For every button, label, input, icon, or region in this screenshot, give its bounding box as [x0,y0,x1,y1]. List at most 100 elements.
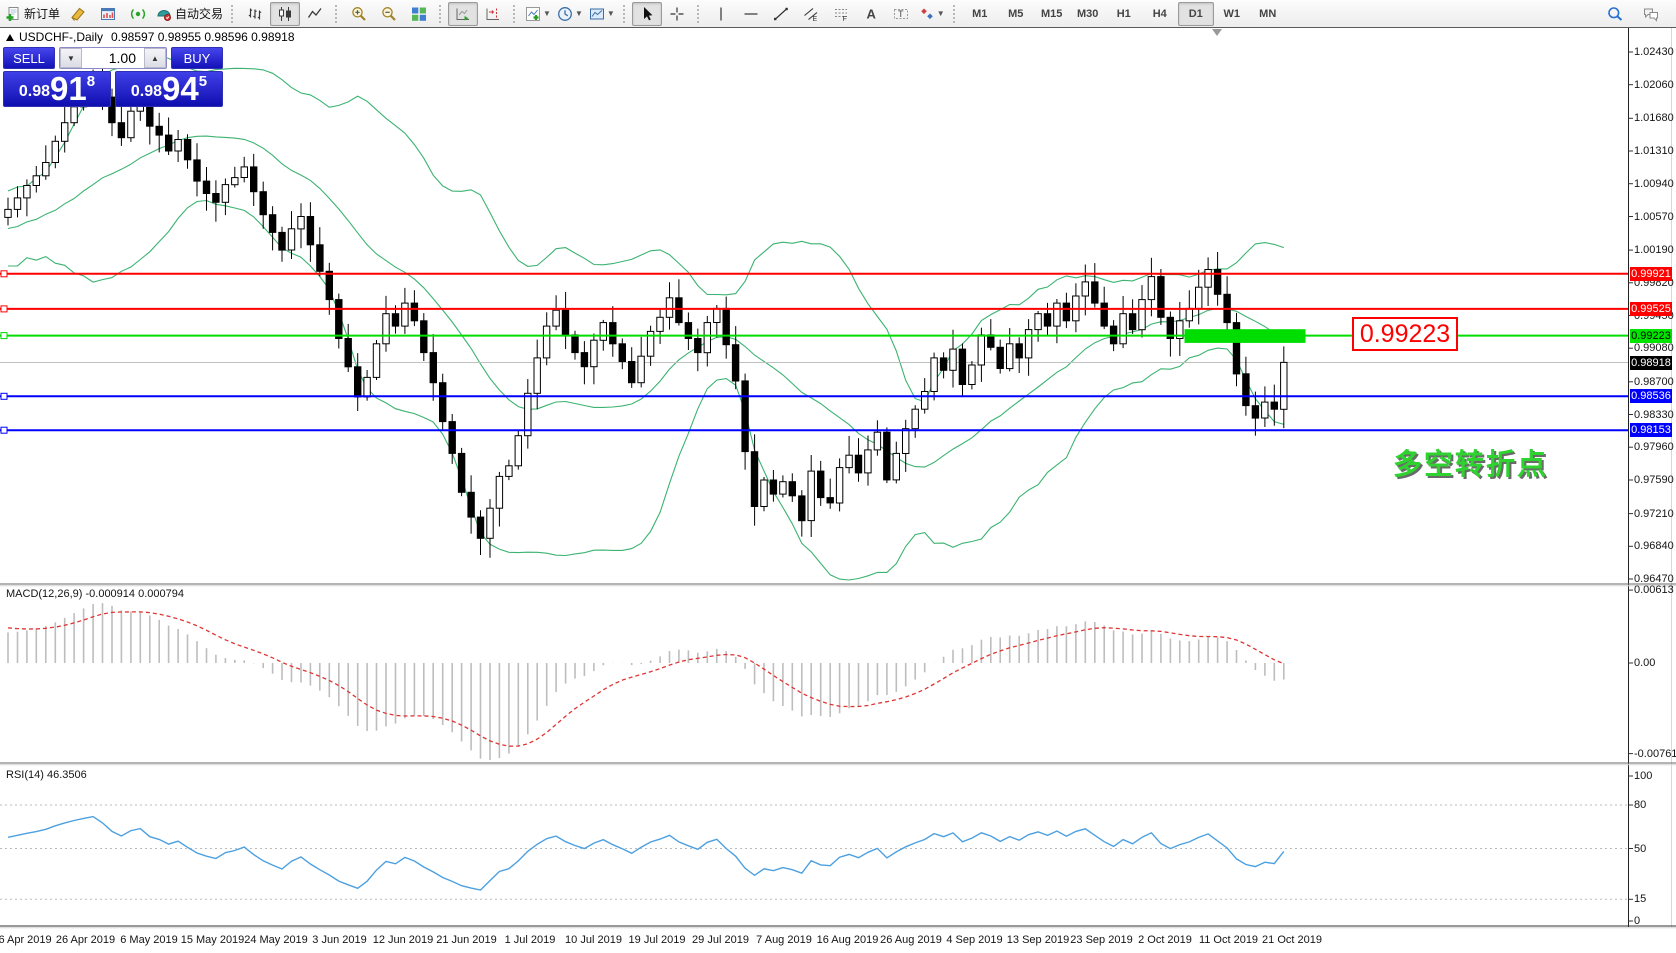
chart-window-button[interactable] [93,2,123,26]
tf-h1-button[interactable]: H1 [1116,7,1131,20]
arrows-icon [919,6,935,22]
tf-m1-button[interactable]: M1 [972,7,988,20]
zoom-out-icon [381,6,397,22]
text-label-button[interactable]: T [886,2,916,26]
periods-button[interactable]: ▼ [554,2,586,26]
volume-value[interactable]: 1.00 [108,50,136,66]
tf-mn-button[interactable]: MN [1259,7,1277,20]
fibonacci-button[interactable]: F [826,2,856,26]
templates-icon [589,6,605,22]
svg-text:A: A [866,6,876,21]
toolbar-group [226,0,330,27]
bars-chart-icon [247,6,263,22]
toolbar-grip [231,4,236,23]
line-anchor-handle[interactable] [0,426,8,434]
styles-button[interactable] [63,2,93,26]
line-chart-icon [307,6,323,22]
trendline-button[interactable] [766,2,796,26]
dropdown-arrow-icon[interactable]: ▼ [936,9,945,18]
indicators-button[interactable]: ▼ [522,2,554,26]
line-anchor-handle[interactable] [0,270,8,278]
new-order-icon [5,6,21,22]
toolbar-grip [439,4,444,23]
toolbar-group [618,0,692,27]
price-level-label[interactable]: 0.99223 [1352,317,1458,351]
tf-m30-button[interactable]: M30 [1077,7,1099,20]
dropdown-arrow-icon[interactable]: ▼ [543,9,551,18]
svg-text:F: F [842,16,846,22]
candlestick-chart-button[interactable] [270,1,301,26]
label-icon: T [893,6,909,22]
volume-increase-icon[interactable]: ▲ [144,48,166,68]
volume-decrease-icon[interactable]: ▼ [60,48,82,68]
tf-h4-button[interactable]: H4 [1152,7,1167,20]
text-annotation[interactable]: 多空转折点 [1393,449,1549,481]
signals-icon [130,6,146,22]
svg-text:T: T [898,9,904,19]
crosshair-button[interactable] [662,2,692,26]
buy-button[interactable]: BUY [171,47,223,69]
bar-chart-button[interactable] [240,2,270,26]
indicators-icon [525,6,541,22]
toolbar-grip [335,4,340,23]
buy-price-button[interactable]: 0.98 94 5 [115,71,223,107]
chart-window-icon [100,6,116,22]
text-icon: A [863,6,879,22]
autotrading-icon [156,6,172,22]
feedback-button[interactable] [1636,2,1666,26]
templates-button[interactable]: ▼ [586,2,618,26]
toolbar-group: E F A T ▼ [692,0,948,27]
tile-windows-button[interactable] [404,2,434,26]
tf-m5-button[interactable]: M5 [1008,7,1024,20]
cursor-button[interactable] [631,1,662,26]
autotrading-button[interactable]: 自动交易 [153,2,226,26]
toolbar-group [330,0,434,27]
line-anchor-handle[interactable] [0,305,8,313]
line-anchor-handle[interactable] [0,392,8,400]
cursor-icon [639,6,655,22]
dropdown-arrow-icon[interactable]: ▼ [606,9,615,18]
sell-price-pip: 8 [86,73,96,90]
symbol-search-button[interactable] [1600,2,1630,26]
macd-signal-line [7,611,1285,747]
signals-button[interactable] [123,2,153,26]
macd-histogram [7,603,1285,760]
bollinger-upper-band[interactable] [7,53,1284,403]
text-button[interactable]: A [856,2,886,26]
equidistant-channel-button[interactable]: E [796,2,826,26]
hline-icon [743,6,759,22]
vertical-line-button[interactable] [706,2,736,26]
rsi-line [7,815,1285,891]
auto-scroll-button[interactable] [448,1,479,26]
arrows-button[interactable]: ▼ [916,2,948,26]
toolbar-group: ▼ ▼ ▼ [508,0,618,27]
tf-d1-button[interactable]: D1 [1177,1,1214,26]
bollinger-lower-band[interactable] [7,199,1284,581]
zoom-out-button[interactable] [374,2,404,26]
toolbar-grip [513,4,518,23]
dropdown-arrow-icon[interactable]: ▼ [574,9,583,18]
tf-m15-button[interactable]: M15 [1041,7,1063,20]
buy-price-pip: 5 [198,73,208,90]
periods-icon [557,6,573,22]
fibo-icon: F [833,6,849,22]
volume-stepper[interactable]: ▼ 1.00 ▲ [59,47,167,69]
line-anchor-handle[interactable] [0,332,8,340]
line-chart-button[interactable] [300,2,330,26]
trendline-icon [773,6,789,22]
new-order-button[interactable]: 新订单 [2,2,63,26]
highlight-rectangle-object[interactable] [1184,329,1306,343]
horizontal-line-button[interactable] [736,2,766,26]
highlighter-icon [70,6,86,22]
sell-price-button[interactable]: 0.98 91 8 [3,71,111,107]
toolbar-group [434,0,508,27]
tf-w1-button[interactable]: W1 [1223,7,1240,20]
sell-button[interactable]: SELL [3,47,55,69]
chart-shift-button[interactable] [478,2,508,26]
sell-price-big: 91 [50,70,87,107]
zoom-in-button[interactable] [344,2,374,26]
crosshair-icon [669,6,685,22]
chart-shift-icon [485,6,501,22]
